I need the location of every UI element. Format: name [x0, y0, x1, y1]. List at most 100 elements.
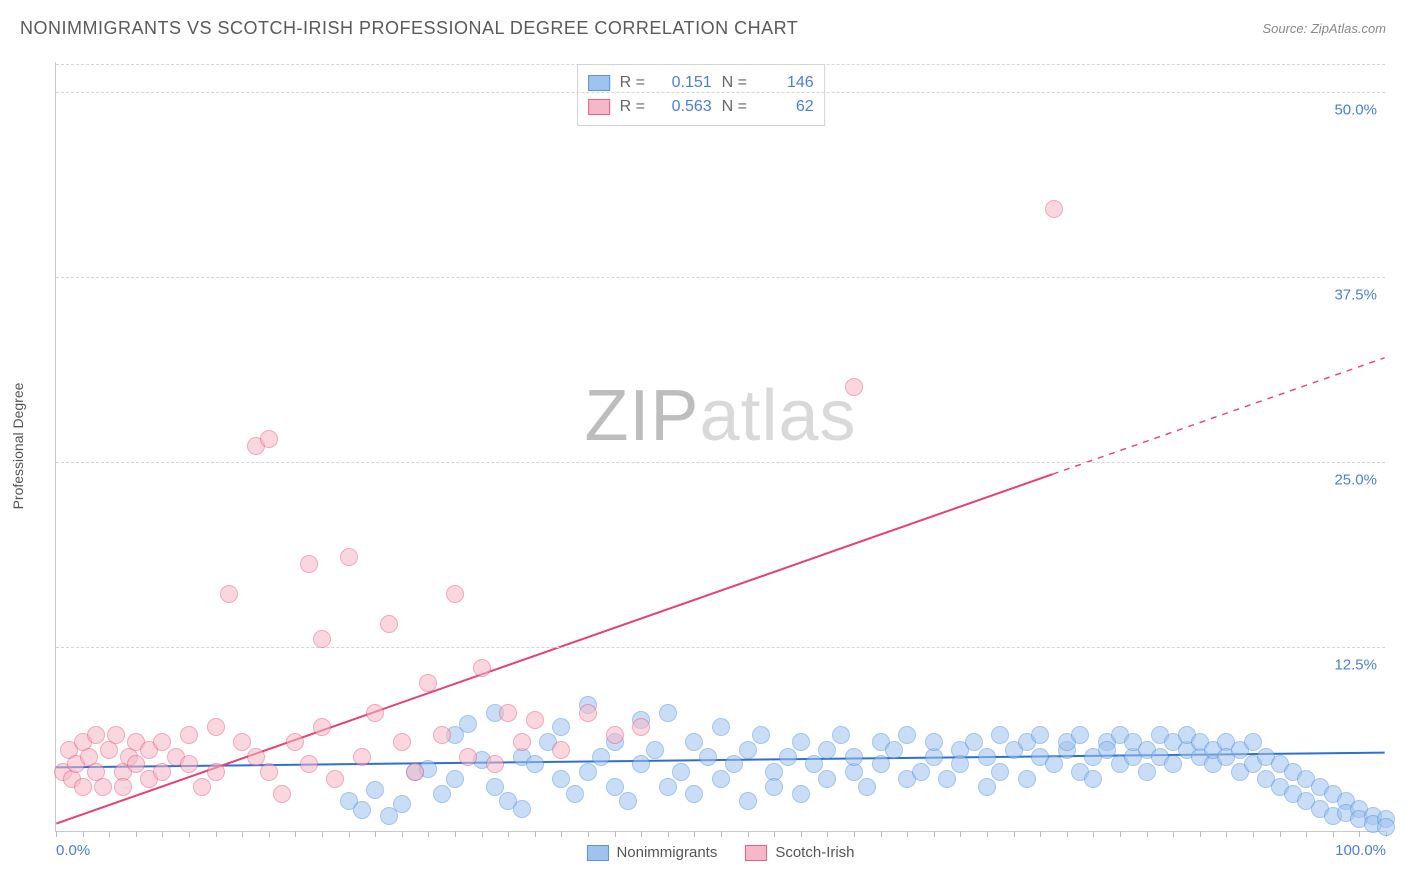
scotch-irish-marker: [180, 726, 198, 744]
nonimmigrants-marker: [725, 755, 743, 773]
watermark-bold: ZIP: [584, 376, 699, 456]
x-tick: [641, 831, 642, 837]
x-tick: [1093, 831, 1094, 837]
scotch-irish-marker: [433, 726, 451, 744]
x-tick: [402, 831, 403, 837]
scotch-irish-marker: [286, 733, 304, 751]
scotch-irish-marker: [313, 630, 331, 648]
nonimmigrants-marker: [779, 748, 797, 766]
legend-stat-row: R =0.563N =62: [588, 95, 814, 119]
gridline: [56, 64, 1385, 65]
nonimmigrants-marker: [805, 755, 823, 773]
chart-title: NONIMMIGRANTS VS SCOTCH-IRISH PROFESSION…: [20, 18, 798, 39]
x-tick: [428, 831, 429, 837]
scotch-irish-marker: [114, 778, 132, 796]
nonimmigrants-marker: [619, 792, 637, 810]
nonimmigrants-marker: [1098, 741, 1116, 759]
scotch-irish-marker: [220, 585, 238, 603]
nonimmigrants-marker: [486, 778, 504, 796]
scotch-irish-marker: [326, 770, 344, 788]
x-tick: [960, 831, 961, 837]
nonimmigrants-marker: [739, 741, 757, 759]
nonimmigrants-marker: [752, 726, 770, 744]
nonimmigrants-marker: [1071, 726, 1089, 744]
y-tick-label: 25.0%: [1334, 471, 1377, 488]
nonimmigrants-marker: [1045, 755, 1063, 773]
nonimmigrants-marker: [552, 718, 570, 736]
x-tick: [1173, 831, 1174, 837]
scotch-irish-marker: [340, 548, 358, 566]
nonimmigrants-marker: [552, 770, 570, 788]
nonimmigrants-marker: [592, 748, 610, 766]
x-tick: [694, 831, 695, 837]
nonimmigrants-marker: [659, 704, 677, 722]
x-tick: [1359, 831, 1360, 837]
scotch-irish-marker: [153, 763, 171, 781]
nonimmigrants-marker: [991, 726, 1009, 744]
watermark-light: atlas: [699, 376, 856, 456]
x-tick: [349, 831, 350, 837]
nonimmigrants-marker: [712, 718, 730, 736]
x-tick: [934, 831, 935, 837]
nonimmigrants-marker: [513, 800, 531, 818]
x-tick: [987, 831, 988, 837]
nonimmigrants-marker: [579, 763, 597, 781]
watermark: ZIPatlas: [584, 375, 856, 457]
scotch-irish-marker: [94, 778, 112, 796]
nonimmigrants-marker: [739, 792, 757, 810]
nonimmigrants-marker: [685, 785, 703, 803]
x-tick: [1280, 831, 1281, 837]
scotch-irish-marker: [273, 785, 291, 803]
scotch-irish-marker: [1045, 200, 1063, 218]
legend-label: Scotch-Irish: [775, 844, 854, 861]
nonimmigrants-marker: [1164, 755, 1182, 773]
nonimmigrants-marker: [858, 778, 876, 796]
scotch-irish-marker: [74, 778, 92, 796]
nonimmigrants-marker: [393, 795, 411, 813]
nonimmigrants-marker: [685, 733, 703, 751]
x-tick: [322, 831, 323, 837]
scotch-irish-marker: [300, 755, 318, 773]
x-tick: [1014, 831, 1015, 837]
nonimmigrants-marker: [832, 726, 850, 744]
nonimmigrants-marker: [659, 778, 677, 796]
x-tick: [295, 831, 296, 837]
scotch-irish-marker: [513, 733, 531, 751]
scotch-irish-marker: [845, 378, 863, 396]
scotch-irish-marker: [313, 718, 331, 736]
nonimmigrants-marker: [1018, 770, 1036, 788]
x-tick: [1147, 831, 1148, 837]
nonimmigrants-marker: [845, 748, 863, 766]
nonimmigrants-marker: [1084, 770, 1102, 788]
scotch-irish-marker: [486, 755, 504, 773]
gridline: [56, 462, 1385, 463]
scotch-irish-marker: [107, 726, 125, 744]
scotch-irish-marker: [207, 763, 225, 781]
scotch-irish-marker: [366, 704, 384, 722]
nonimmigrants-marker: [912, 763, 930, 781]
nonimmigrants-marker: [459, 715, 477, 733]
nonimmigrants-marker: [1031, 726, 1049, 744]
scotch-irish-marker: [526, 711, 544, 729]
scotch-irish-marker: [393, 733, 411, 751]
nonimmigrants-marker: [965, 733, 983, 751]
x-tick: [162, 831, 163, 837]
scotch-irish-marker: [380, 615, 398, 633]
nonimmigrants-marker: [885, 741, 903, 759]
x-tick: [56, 831, 57, 837]
scotch-irish-marker: [552, 741, 570, 759]
nonimmigrants-marker: [938, 770, 956, 788]
x-tick: [242, 831, 243, 837]
nonimmigrants-marker: [792, 733, 810, 751]
legend-swatch: [586, 845, 608, 861]
legend-n-label: N =: [722, 95, 752, 119]
legend-bottom: NonimmigrantsScotch-Irish: [586, 844, 854, 861]
x-tick: [615, 831, 616, 837]
x-tick: [668, 831, 669, 837]
nonimmigrants-marker: [872, 755, 890, 773]
x-tick: [109, 831, 110, 837]
scotch-irish-marker: [473, 659, 491, 677]
x-tick: [1067, 831, 1068, 837]
legend-n-value: 62: [762, 95, 814, 119]
x-tick: [375, 831, 376, 837]
